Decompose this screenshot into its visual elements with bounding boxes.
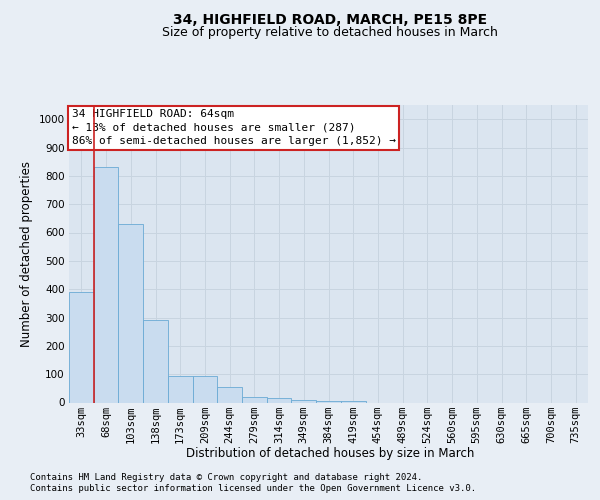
Bar [341,401,365,402]
Y-axis label: Number of detached properties: Number of detached properties [20,161,33,347]
Text: 34 HIGHFIELD ROAD: 64sqm
← 13% of detached houses are smaller (287)
86% of semi-: 34 HIGHFIELD ROAD: 64sqm ← 13% of detach… [71,110,395,146]
Bar [316,400,341,402]
Text: Contains public sector information licensed under the Open Government Licence v3: Contains public sector information licen… [30,484,476,493]
Bar [118,224,143,402]
Bar [69,292,94,403]
Text: Size of property relative to detached houses in March: Size of property relative to detached ho… [162,26,498,39]
Bar [143,320,168,402]
Bar [94,168,118,402]
Bar [292,400,316,402]
Bar [193,376,217,402]
Bar [217,387,242,402]
Bar [168,376,193,402]
Bar [267,398,292,402]
Text: Distribution of detached houses by size in March: Distribution of detached houses by size … [186,448,474,460]
Text: 34, HIGHFIELD ROAD, MARCH, PE15 8PE: 34, HIGHFIELD ROAD, MARCH, PE15 8PE [173,12,487,26]
Bar [242,397,267,402]
Text: Contains HM Land Registry data © Crown copyright and database right 2024.: Contains HM Land Registry data © Crown c… [30,472,422,482]
